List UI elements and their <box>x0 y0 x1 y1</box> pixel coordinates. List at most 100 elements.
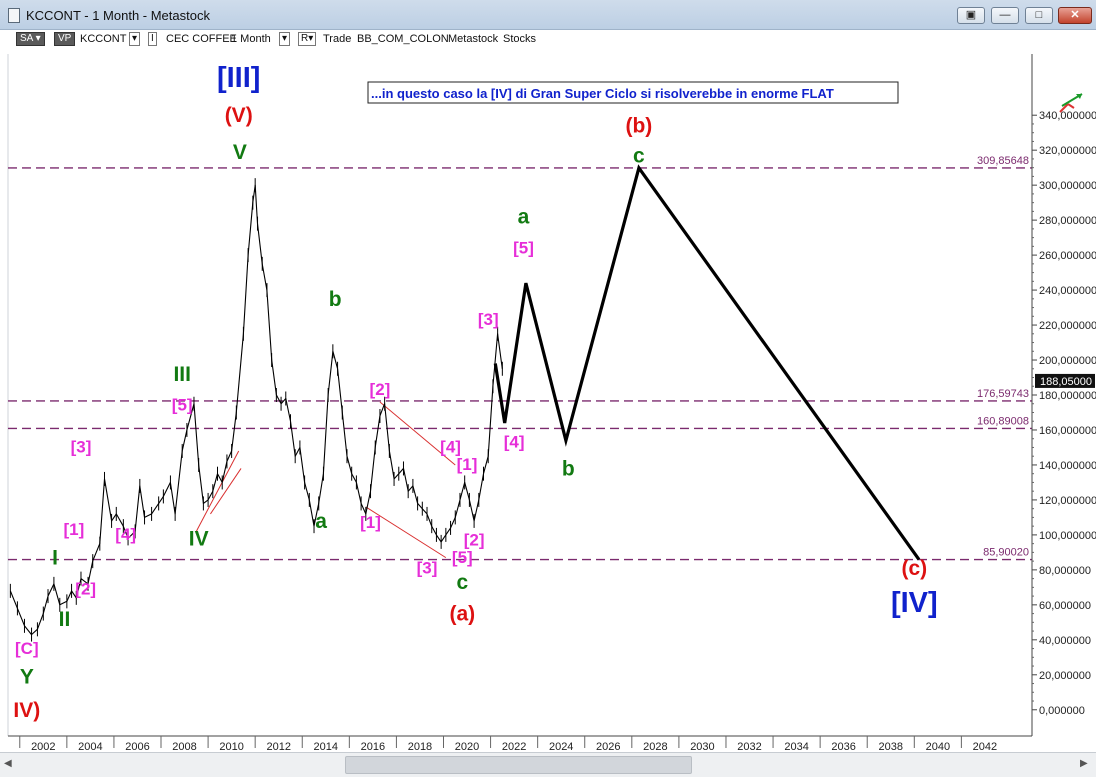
y-tick-label: 80,000000 <box>1039 565 1091 577</box>
y-tick-label: 60,000000 <box>1039 600 1091 612</box>
wave-label: IV) <box>13 699 40 722</box>
x-tick-label: 2004 <box>78 741 102 752</box>
x-tick-label: 2038 <box>879 741 903 752</box>
x-tick-label: 2034 <box>784 741 808 752</box>
annotation-frame <box>367 81 899 104</box>
y-tick-label: 220,000000 <box>1039 320 1096 332</box>
y-tick-label: 180,000000 <box>1039 390 1096 402</box>
last-price-marker: 188,05000 <box>1035 373 1095 388</box>
wave-label: (c) <box>901 557 927 580</box>
y-tick-label: 240,000000 <box>1039 285 1096 297</box>
wave-label: [2] <box>464 530 485 549</box>
trade-link[interactable]: Trade <box>323 33 352 45</box>
annotation-box: ...in questo caso la [IV] di Gran Super … <box>367 81 899 104</box>
minimize-icon[interactable]: — <box>991 7 1019 24</box>
y-tick-label: 260,000000 <box>1039 250 1096 262</box>
title-bar: KCCONT - 1 Month - Metastock ▣ — □ ✕ <box>0 0 1096 30</box>
folder-label: BB_COM_COLON <box>357 33 449 45</box>
wave-label: [1] <box>360 513 381 532</box>
symbol-label[interactable]: KCCONT <box>80 33 127 45</box>
x-tick-label: 2010 <box>219 741 243 752</box>
scroll-right-icon[interactable]: ▶ <box>1080 758 1088 769</box>
x-tick-label: 2020 <box>455 741 479 752</box>
document-icon <box>8 8 20 23</box>
wave-label: II <box>59 608 71 631</box>
period-dropdown-icon[interactable]: ▾ <box>279 32 291 46</box>
channel-line <box>210 468 242 515</box>
scrollbar-thumb[interactable] <box>345 756 692 774</box>
wave-label: (V) <box>225 104 253 127</box>
chart-toolbar: SA ▾ VP KCCONT ▾ I CEC COFFEE 1 Month ▾ … <box>0 30 1096 50</box>
wave-label: III <box>173 363 191 386</box>
y-tick-label: 160,000000 <box>1039 425 1096 437</box>
horizontal-scrollbar[interactable]: ◀ ▶ <box>0 752 1096 777</box>
y-tick-label: 140,000000 <box>1039 460 1096 472</box>
wave-label: a <box>315 510 327 533</box>
price-chart[interactable]: 309,85648 176,59743 160,89008 85,90020 [III… <box>0 50 1096 752</box>
security-name: CEC COFFEE <box>166 33 237 45</box>
trade-tool-icon[interactable] <box>1059 93 1083 113</box>
hline-label: 85,90020 <box>983 547 1029 559</box>
y-tick-label: 0,000000 <box>1039 705 1085 717</box>
projection-line <box>493 164 921 561</box>
price-line <box>9 184 503 636</box>
wave-label: IV <box>189 527 209 550</box>
wave-label: b <box>562 457 575 480</box>
last-price-badge <box>1035 373 1095 388</box>
x-tick-label: 2016 <box>361 741 385 752</box>
x-axis: 2002 2004 2006 2008 2010 2012 2014 2016 2018 2020… <box>19 736 997 752</box>
scroll-left-icon[interactable]: ◀ <box>4 758 12 769</box>
wave-label: Y <box>20 666 34 689</box>
currency-icon[interactable]: I <box>148 32 157 46</box>
x-tick-label: 2028 <box>643 741 667 752</box>
maximize-icon[interactable]: □ <box>1025 7 1053 24</box>
y-tick-label: 200,000000 <box>1039 355 1096 367</box>
channel-lines <box>195 401 456 559</box>
price-series <box>9 178 503 642</box>
sa-button[interactable]: SA ▾ <box>16 32 45 46</box>
r-button[interactable]: R▾ <box>298 32 317 46</box>
x-tick-label: 2042 <box>973 741 997 752</box>
wave-label: [3] <box>478 310 499 329</box>
hline-label: 176,59743 <box>977 388 1029 400</box>
wave-labels: [III](V)VbaIII[5]IV[4][3][1]I[2]II[C]YIV… <box>13 62 937 722</box>
x-tick-label: 2024 <box>549 741 573 752</box>
wave-label: [2] <box>75 579 96 598</box>
wave-label: a <box>518 206 530 229</box>
channel-line <box>379 401 456 466</box>
hline-label: 309,85648 <box>977 155 1029 167</box>
wave-label: [III] <box>217 62 261 94</box>
x-tick-label: 2022 <box>502 741 526 752</box>
wave-label: [4] <box>440 438 461 457</box>
wave-label: b <box>329 288 342 311</box>
vp-button[interactable]: VP <box>54 32 76 46</box>
horizontal-lines: 309,85648 176,59743 160,89008 85,90020 <box>8 155 1032 561</box>
last-price-label: 188,05000 <box>1040 376 1092 388</box>
wave-label: (b) <box>625 115 652 138</box>
window-title: KCCONT - 1 Month - Metastock <box>26 8 210 23</box>
symbol-dropdown-icon[interactable]: ▾ <box>129 32 141 46</box>
wave-label: [4] <box>504 432 525 451</box>
wave-label: [IV] <box>891 587 938 619</box>
source-label: Metastock <box>448 33 499 45</box>
restore-icon[interactable]: ▣ <box>957 7 985 24</box>
x-tick-label: 2036 <box>831 741 855 752</box>
projection-series <box>493 164 921 561</box>
close-icon[interactable]: ✕ <box>1058 7 1092 24</box>
x-tick-label: 2018 <box>408 741 432 752</box>
x-tick-label: 2014 <box>314 741 338 752</box>
x-tick-label: 2012 <box>266 741 290 752</box>
x-tick-label: 2032 <box>737 741 761 752</box>
wave-label: [1] <box>64 520 85 539</box>
x-tick-label: 2040 <box>926 741 950 752</box>
y-axis: 0,000000 20,000000 40,000000 60,000000 80,00… <box>1032 110 1096 717</box>
channel-line <box>365 506 447 559</box>
hline-label: 160,89008 <box>977 415 1029 427</box>
y-tick-label: 100,000000 <box>1039 530 1096 542</box>
wave-label: V <box>233 141 247 164</box>
wave-label: I <box>52 547 58 570</box>
period-label[interactable]: 1 Month <box>231 33 271 45</box>
y-tick-label: 300,000000 <box>1039 180 1096 192</box>
wave-label: [5] <box>452 548 473 567</box>
wave-label: [5] <box>172 396 193 415</box>
